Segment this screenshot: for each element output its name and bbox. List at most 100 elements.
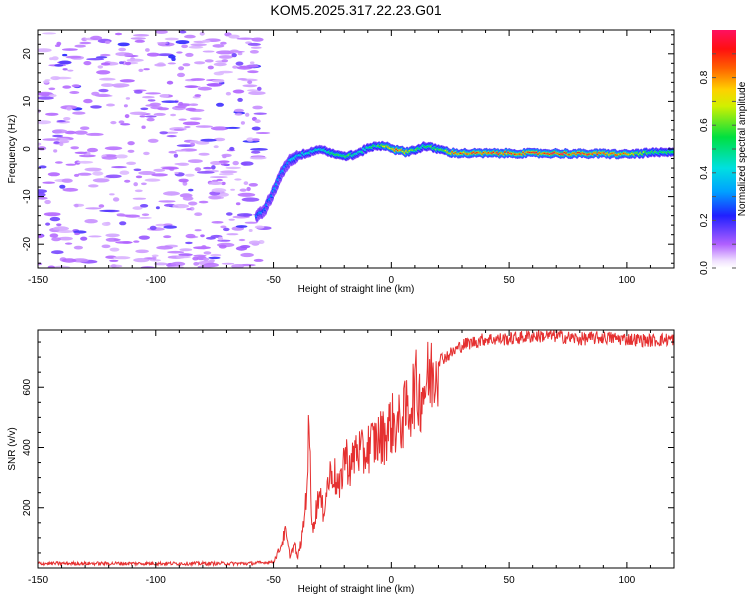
heatmap-cell (187, 159, 203, 164)
heatmap-cell (119, 221, 127, 226)
heatmap-cell (253, 112, 267, 115)
heatmap-cell (246, 186, 251, 192)
y-tick-label: -20 (22, 237, 33, 252)
heatmap-cell (252, 138, 260, 142)
heatmap-cell (248, 183, 258, 187)
heatmap-cell (209, 176, 228, 179)
heatmap-cell (158, 200, 176, 203)
heatmap-cell (189, 140, 199, 144)
heatmap-cell (178, 178, 189, 183)
heatmap-cell (172, 204, 190, 209)
heatmap-cell (221, 153, 232, 158)
heatmap-cell (88, 235, 102, 238)
heatmap-cell (105, 174, 122, 179)
heatmap-cell (248, 91, 266, 95)
snr-ylabel: SNR (v/v) (7, 427, 18, 470)
heatmap-cell (98, 204, 105, 208)
heatmap-cell (213, 71, 224, 76)
heatmap-cell (65, 55, 82, 59)
heatmap-cell (45, 112, 59, 116)
heatmap-cell (175, 40, 190, 45)
heatmap-cell (217, 236, 224, 241)
heatmap-cell (178, 118, 187, 121)
heatmap-cell (71, 84, 81, 88)
heatmap-cell (166, 135, 177, 138)
heatmap-cell (211, 165, 216, 170)
heatmap-cell (145, 92, 161, 95)
heatmap-cell (134, 189, 143, 193)
heatmap-cell (244, 221, 258, 224)
heatmap-cell (178, 253, 193, 257)
spectrogram-xlabel: Height of straight line (km) (298, 284, 415, 295)
heatmap-cell (179, 248, 193, 252)
heatmap-cell (113, 238, 121, 241)
heatmap-cell (154, 63, 167, 67)
heatmap-cell (175, 255, 191, 259)
heatmap-cell (62, 85, 72, 89)
heatmap-cell (86, 58, 105, 61)
heatmap-cell (211, 221, 224, 224)
heatmap-cell (77, 172, 92, 176)
heatmap-cell (42, 32, 57, 35)
heatmap-cell (146, 117, 155, 122)
heatmap-cell (132, 206, 143, 210)
heatmap-cell (112, 197, 120, 202)
heatmap-cell (80, 236, 88, 241)
heatmap-cell (71, 258, 89, 263)
snr-panel: -150 -100 -50 0 50 100 200 400 600 Height of str… (7, 329, 675, 595)
heatmap-cell (252, 105, 263, 110)
y-tick-label: 200 (22, 499, 33, 516)
heatmap-cell (246, 137, 255, 142)
heatmap-cell (118, 47, 127, 52)
heatmap-cell (194, 94, 202, 97)
heatmap-cell (88, 184, 99, 188)
heatmap-cell (205, 236, 216, 240)
spectrogram-ridge (254, 140, 674, 223)
heatmap-cell (237, 192, 256, 197)
heatmap-cell (253, 258, 264, 262)
heatmap-cell (196, 171, 215, 174)
heatmap-cell (53, 141, 60, 144)
heatmap-cell (178, 101, 184, 106)
heatmap-cell (203, 251, 212, 255)
heatmap-cell (177, 162, 190, 166)
heatmap-cell (234, 113, 243, 116)
heatmap-cell (225, 91, 231, 96)
heatmap-cell (164, 37, 179, 41)
heatmap-cell (245, 64, 259, 68)
heatmap-cell (110, 121, 117, 125)
heatmap-cell (38, 192, 46, 197)
heatmap-cell (139, 115, 146, 118)
heatmap-cell (124, 114, 130, 119)
heatmap-cell (177, 72, 185, 78)
heatmap-cell (127, 149, 135, 153)
heatmap-cell (149, 102, 161, 107)
heatmap-cell (208, 195, 222, 200)
heatmap-cell (171, 57, 176, 61)
heatmap-cell (189, 117, 202, 121)
heatmap-cell (190, 78, 206, 81)
heatmap-cell (203, 257, 210, 262)
heatmap-cell (249, 50, 259, 54)
heatmap-cell (249, 156, 267, 160)
heatmap-cell (185, 233, 196, 239)
heatmap-cell (147, 99, 156, 102)
heatmap-cell (208, 256, 221, 260)
heatmap-cell (184, 125, 191, 129)
heatmap-cell (213, 145, 219, 149)
heatmap-cell (238, 238, 246, 242)
heatmap-cell (141, 125, 146, 129)
heatmap-cell (251, 126, 261, 131)
heatmap-cell (181, 44, 189, 49)
heatmap-cell (56, 223, 62, 227)
heatmap-cell (125, 97, 131, 100)
heatmap-cell (195, 141, 210, 145)
heatmap-cell (54, 64, 64, 67)
colorbar: 0.0 0.2 0.4 0.6 0.8 Normalized spectral ampl… (699, 30, 748, 275)
heatmap-cell (240, 245, 251, 249)
heatmap-cell (134, 90, 143, 94)
snr-frame (37, 329, 675, 569)
heatmap-cell (124, 179, 131, 183)
heatmap-cell (194, 212, 203, 216)
heatmap-cell (130, 37, 146, 40)
